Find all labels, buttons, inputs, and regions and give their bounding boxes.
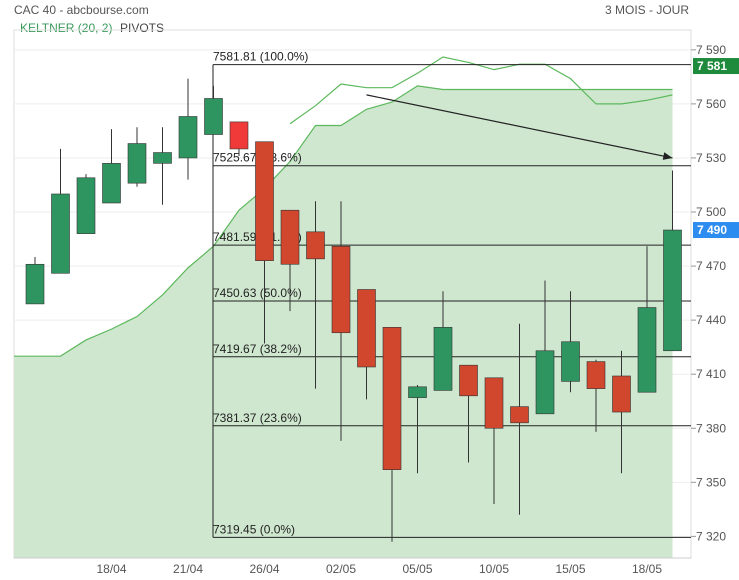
- candle-body: [178, 116, 198, 159]
- candlesticks: [25, 78, 682, 542]
- candle-body: [102, 163, 121, 204]
- candle: [535, 280, 555, 415]
- candle: [229, 121, 249, 157]
- y-tick-label: 7 410: [696, 367, 726, 381]
- y-tick-label: 7 350: [696, 475, 726, 489]
- y-tick-label: 7 590: [696, 43, 726, 57]
- candle-body: [204, 98, 223, 135]
- price-badges: 7 581 7 490: [693, 58, 739, 239]
- candle: [357, 289, 376, 400]
- x-tick-label: 02/05: [326, 562, 356, 576]
- trend-arrowhead: [662, 152, 673, 160]
- x-tick-label: 26/04: [249, 562, 279, 576]
- candle-body: [127, 143, 147, 184]
- fib-label: 7381.37 (23.6%): [213, 411, 302, 425]
- candle-body: [484, 377, 504, 429]
- candle: [612, 350, 631, 474]
- candle-body: [433, 327, 453, 391]
- candle: [127, 127, 147, 187]
- candle-body: [535, 350, 555, 415]
- fib-label: 7419.67 (38.2%): [213, 342, 302, 356]
- candle-body: [382, 327, 402, 470]
- candle: [561, 291, 580, 393]
- x-tick-label: 05/05: [402, 562, 432, 576]
- candle-body: [357, 289, 376, 368]
- candle: [408, 385, 427, 474]
- fib-label: 7319.45 (0.0%): [213, 522, 295, 536]
- trend-arrow: [366, 94, 673, 160]
- candle-body: [76, 177, 96, 234]
- candle-body: [153, 152, 172, 164]
- x-tick-label: 18/04: [96, 562, 126, 576]
- candle-body: [255, 141, 274, 261]
- candle-body: [561, 341, 580, 382]
- candle-body: [229, 121, 249, 150]
- candle-body: [306, 231, 325, 260]
- y-tick-label: 7 320: [696, 529, 726, 543]
- candle: [280, 209, 300, 312]
- indicator-pivots[interactable]: PIVOTS: [120, 21, 165, 35]
- price-badge: 7 490: [693, 222, 739, 239]
- fib-label: 7581.81 (100.0%): [213, 50, 308, 64]
- candle-body: [51, 193, 70, 274]
- period-label[interactable]: 3 MOIS - JOUR: [604, 3, 689, 17]
- x-tick-label: 15/05: [555, 562, 585, 576]
- candle-body: [637, 307, 657, 393]
- y-tick-label: 7 500: [696, 205, 726, 219]
- candle: [663, 170, 682, 352]
- candle: [204, 85, 223, 135]
- candle: [637, 246, 657, 393]
- candle: [306, 201, 325, 389]
- candle: [510, 323, 529, 515]
- badge-label: 7 490: [697, 223, 727, 237]
- candle-body: [586, 361, 606, 389]
- candle: [255, 141, 274, 344]
- fibonacci-levels: 7581.81 (100.0%)7525.67 (78.6%)7481.59 (…: [212, 50, 691, 538]
- badge-label: 7 581: [697, 59, 727, 73]
- x-tick-label: 10/05: [479, 562, 509, 576]
- candle: [382, 327, 402, 542]
- badge-box: [693, 222, 739, 239]
- candle: [331, 201, 351, 441]
- indicator-keltner[interactable]: KELTNER (20, 2): [20, 21, 113, 35]
- candle: [51, 148, 70, 274]
- candle: [76, 174, 96, 234]
- candle: [433, 291, 453, 391]
- trend-line: [366, 94, 673, 159]
- x-tick-label: 21/04: [173, 562, 203, 576]
- candle: [102, 129, 121, 204]
- band-line-upper: [289, 56, 673, 125]
- candle-body: [510, 406, 529, 424]
- candle: [459, 364, 478, 463]
- y-tick-label: 7 530: [696, 151, 726, 165]
- x-tick-label: 18/05: [632, 562, 662, 576]
- x-axis: 18/04 21/04 26/04 02/05 05/05 10/05 15/05 18/05: [14, 557, 691, 576]
- candle: [484, 377, 504, 504]
- candle: [586, 359, 606, 432]
- price-badge: 7 581: [693, 58, 739, 75]
- fib-label: 7450.63 (50.0%): [213, 286, 302, 300]
- candle-body: [25, 263, 45, 305]
- candle-body: [280, 209, 300, 265]
- y-tick-label: 7 470: [696, 259, 726, 273]
- chart-title: CAC 40 - abcbourse.com: [14, 3, 149, 17]
- candle-body: [408, 386, 427, 398]
- band-line-lower: [14, 85, 673, 357]
- candle-body: [612, 375, 631, 413]
- candle-body: [663, 229, 682, 352]
- candle-body: [459, 364, 478, 397]
- y-axis: 7 590 7 560 7 530 7 500 7 470 7 440 7 410 7 380…: [691, 43, 726, 543]
- y-tick-label: 7 560: [696, 97, 726, 111]
- y-tick-label: 7 380: [696, 421, 726, 435]
- badge-box: [693, 58, 739, 75]
- candle: [153, 127, 172, 205]
- candle-body: [331, 245, 351, 334]
- candle: [178, 78, 198, 180]
- candle: [25, 257, 45, 305]
- y-tick-label: 7 440: [696, 313, 726, 327]
